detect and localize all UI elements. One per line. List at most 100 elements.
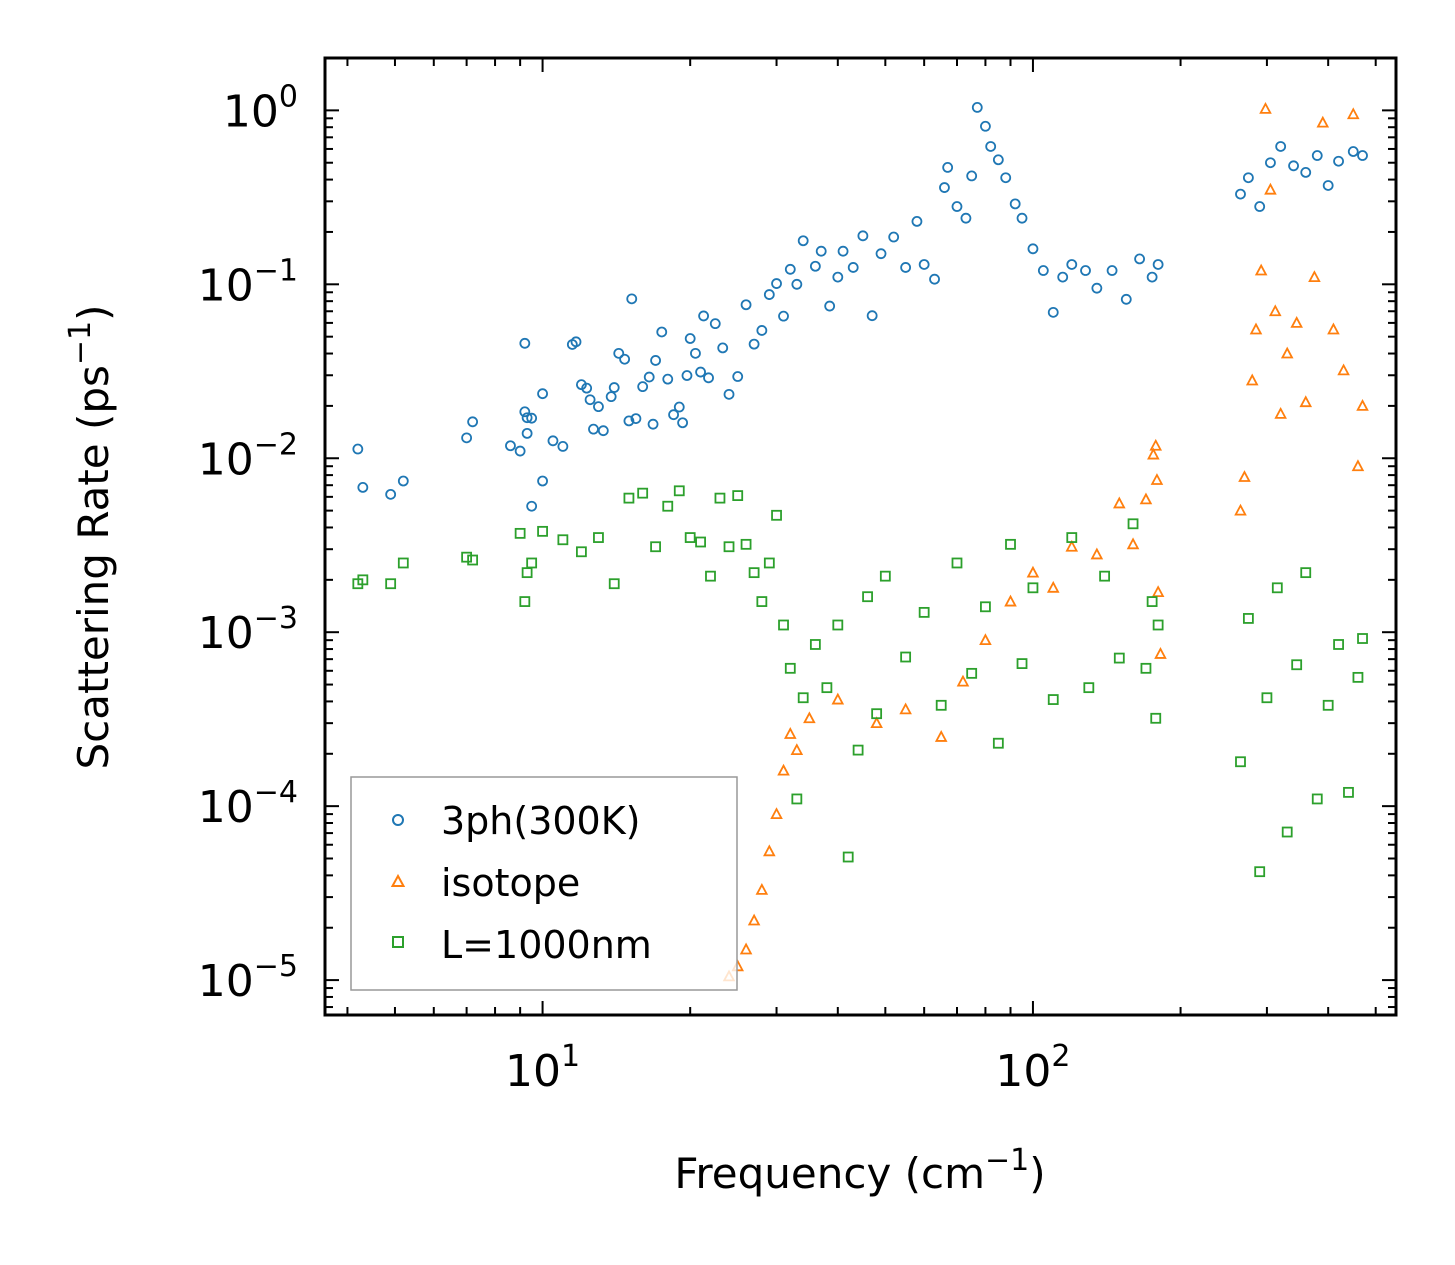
x-tick-label: 101 [505,1039,580,1097]
data-point [521,427,533,439]
data-point [900,651,912,663]
y-tick-label: 10−2 [198,427,298,485]
data-point [929,273,940,285]
data-point [756,596,768,607]
data-point [824,300,836,312]
data-point [588,423,599,435]
data-point [790,743,804,756]
data-point [888,231,900,243]
data-point [797,235,809,247]
data-point [1235,756,1246,768]
data-point [748,567,760,579]
data-point [537,475,548,487]
data-point [1066,532,1078,543]
data-point [584,394,596,406]
data-point [899,702,912,715]
data-point [593,532,604,543]
data-point [1351,459,1365,472]
data-point [1274,406,1287,419]
data-point [815,245,827,257]
data-point [980,601,991,613]
data-point [673,401,685,413]
data-point [1288,160,1299,172]
data-point [1308,270,1321,283]
data-point [662,500,674,512]
data-point [939,182,950,193]
data-point [1154,647,1167,659]
legend: 3ph(300K) isotope L=1000nm [350,776,738,991]
data-point [992,154,1004,166]
data-point [1113,652,1125,664]
data-point [756,325,768,336]
data-point [723,388,735,400]
data-point [514,445,526,457]
x-tick-label: 102 [995,1039,1070,1097]
data-point [1009,198,1021,210]
data-point [397,557,409,569]
data-point [626,293,638,305]
data-point [1271,582,1283,594]
y-tick-label: 10−1 [198,253,298,311]
data-point [526,412,538,424]
data-point [668,409,679,421]
data-point [966,170,978,182]
data-point [1322,180,1334,191]
data-point [791,278,803,290]
data-point [1352,671,1364,683]
data-point [1234,503,1247,516]
data-point [352,443,364,455]
data-point [684,333,696,344]
data-point [519,596,531,607]
data-point [1333,639,1344,650]
data-point [900,262,912,273]
data-point [1026,565,1040,578]
data-point [677,417,689,429]
series-1 [722,101,1369,982]
data-point [1090,547,1104,560]
data-point [1254,201,1266,212]
data-point [1235,188,1246,200]
data-point [526,500,538,512]
data-point [911,215,923,227]
data-point [397,475,409,487]
data-point [514,527,526,539]
data-point [684,532,696,543]
data-point [1242,613,1254,624]
data-point [1000,172,1012,184]
series-0 [352,102,1368,512]
data-point [832,271,844,283]
data-point [1343,786,1354,798]
data-point [1264,182,1277,195]
data-point [740,538,752,550]
data-point [1106,265,1118,276]
data-point [1127,518,1139,530]
data-point [866,310,878,322]
data-point [1238,470,1251,482]
data-point [717,342,729,354]
data-point [1245,373,1259,386]
data-point [739,942,753,955]
data-point [1242,172,1254,184]
data-point [1311,150,1323,161]
data-point [777,763,790,776]
data-point [608,578,620,590]
data-point [1147,447,1160,460]
data-point [1126,537,1140,550]
data-point [1280,346,1294,359]
data-point [956,674,970,687]
data-point [1139,492,1153,505]
data-point [570,336,582,348]
data-point [918,606,930,618]
data-point [763,557,775,569]
data-point [357,481,369,493]
data-point [461,432,473,444]
data-point [623,415,635,427]
data-point [650,355,661,366]
data-point [1057,271,1069,283]
data-point [467,554,479,566]
data-point [1265,157,1276,169]
series-2 [352,485,1368,878]
data-point [1290,315,1303,328]
data-point [1099,570,1111,582]
